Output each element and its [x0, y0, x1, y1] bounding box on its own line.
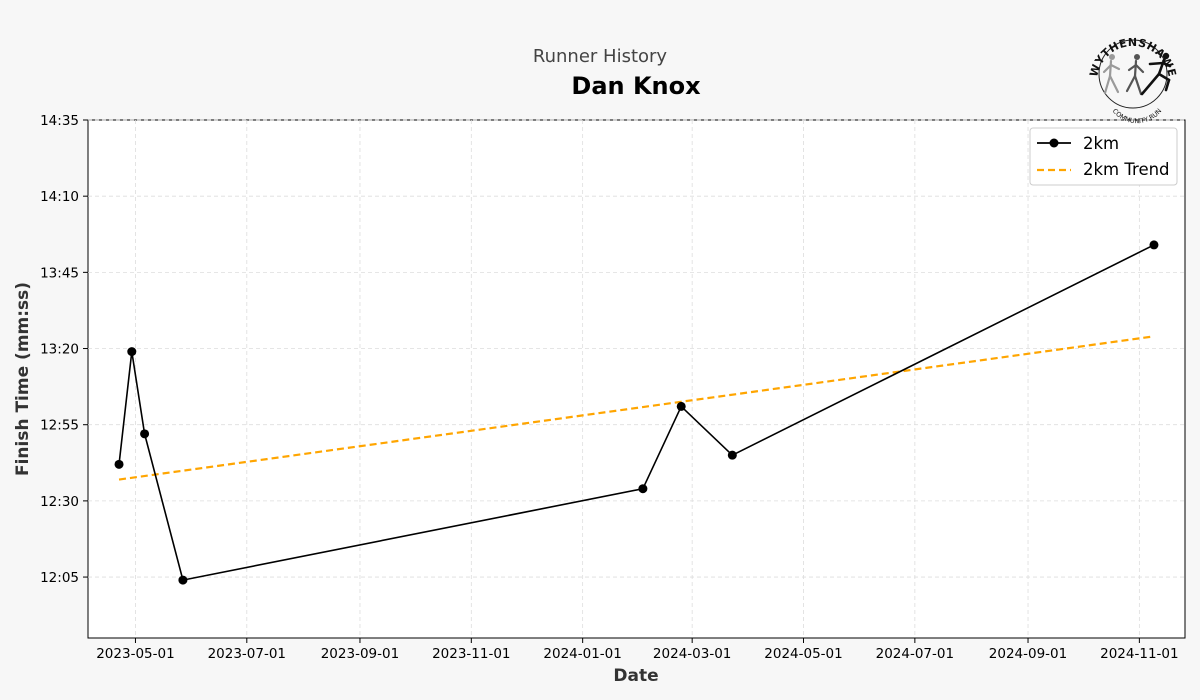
series-line-2km	[118, 244, 1155, 582]
y-tick-label: 14:35	[40, 113, 79, 129]
chart-suptitle: Runner History	[532, 46, 668, 67]
legend-marker-2km	[1049, 138, 1059, 148]
axis-ticks: 2023-05-01 2023-07-01 2023-09-01 2023-11-01…	[40, 113, 1179, 662]
x-tick-label: 2024-05-01	[764, 646, 842, 662]
runner-figure-icon	[1140, 52, 1172, 96]
legend-label-trend: 2km Trend	[1083, 160, 1170, 179]
data-point-2km	[127, 347, 137, 357]
logo-ring	[1098, 39, 1168, 109]
x-tick-label: 2024-03-01	[653, 646, 731, 662]
data-point-2km	[676, 401, 686, 411]
data-point-2km	[727, 450, 737, 460]
data-point-2km	[140, 429, 150, 439]
x-tick-label: 2024-01-01	[543, 646, 621, 662]
plot-area	[87, 119, 1186, 639]
x-tick-label: 2024-07-01	[876, 646, 954, 662]
data-point-2km	[1149, 240, 1159, 250]
runner-figure-icon	[1102, 54, 1121, 95]
y-tick-label: 12:30	[40, 494, 79, 510]
x-tick-label: 2024-09-01	[989, 646, 1067, 662]
chart-title: Dan Knox	[571, 72, 701, 100]
y-tick-label: 13:45	[40, 265, 79, 281]
x-axis-label: Date	[613, 666, 658, 686]
series-layer	[114, 240, 1159, 585]
legend: 2km 2km Trend	[1029, 127, 1178, 186]
wythenshawe-logo: WYTHENSHAWE COMMUNITY RUN	[1087, 36, 1178, 125]
data-point-2km	[178, 575, 188, 585]
runner-figure-icon	[1125, 54, 1145, 96]
y-tick-label: 13:20	[40, 342, 79, 358]
y-axis-label: Finish Time (mm:ss)	[13, 282, 33, 476]
series-line-2km-trend	[118, 335, 1155, 481]
x-tick-label: 2023-05-01	[96, 646, 174, 662]
x-tick-label: 2023-07-01	[208, 646, 286, 662]
x-tick-label: 2024-11-01	[1100, 646, 1178, 662]
data-point-2km	[114, 459, 124, 469]
legend-label-2km: 2km	[1083, 134, 1119, 153]
x-tick-label: 2023-09-01	[321, 646, 399, 662]
y-tick-label: 12:05	[40, 570, 79, 586]
data-point-2km	[638, 484, 648, 494]
x-tick-label: 2023-11-01	[432, 646, 510, 662]
y-tick-label: 14:10	[40, 189, 79, 205]
y-tick-label: 12:55	[40, 418, 79, 434]
